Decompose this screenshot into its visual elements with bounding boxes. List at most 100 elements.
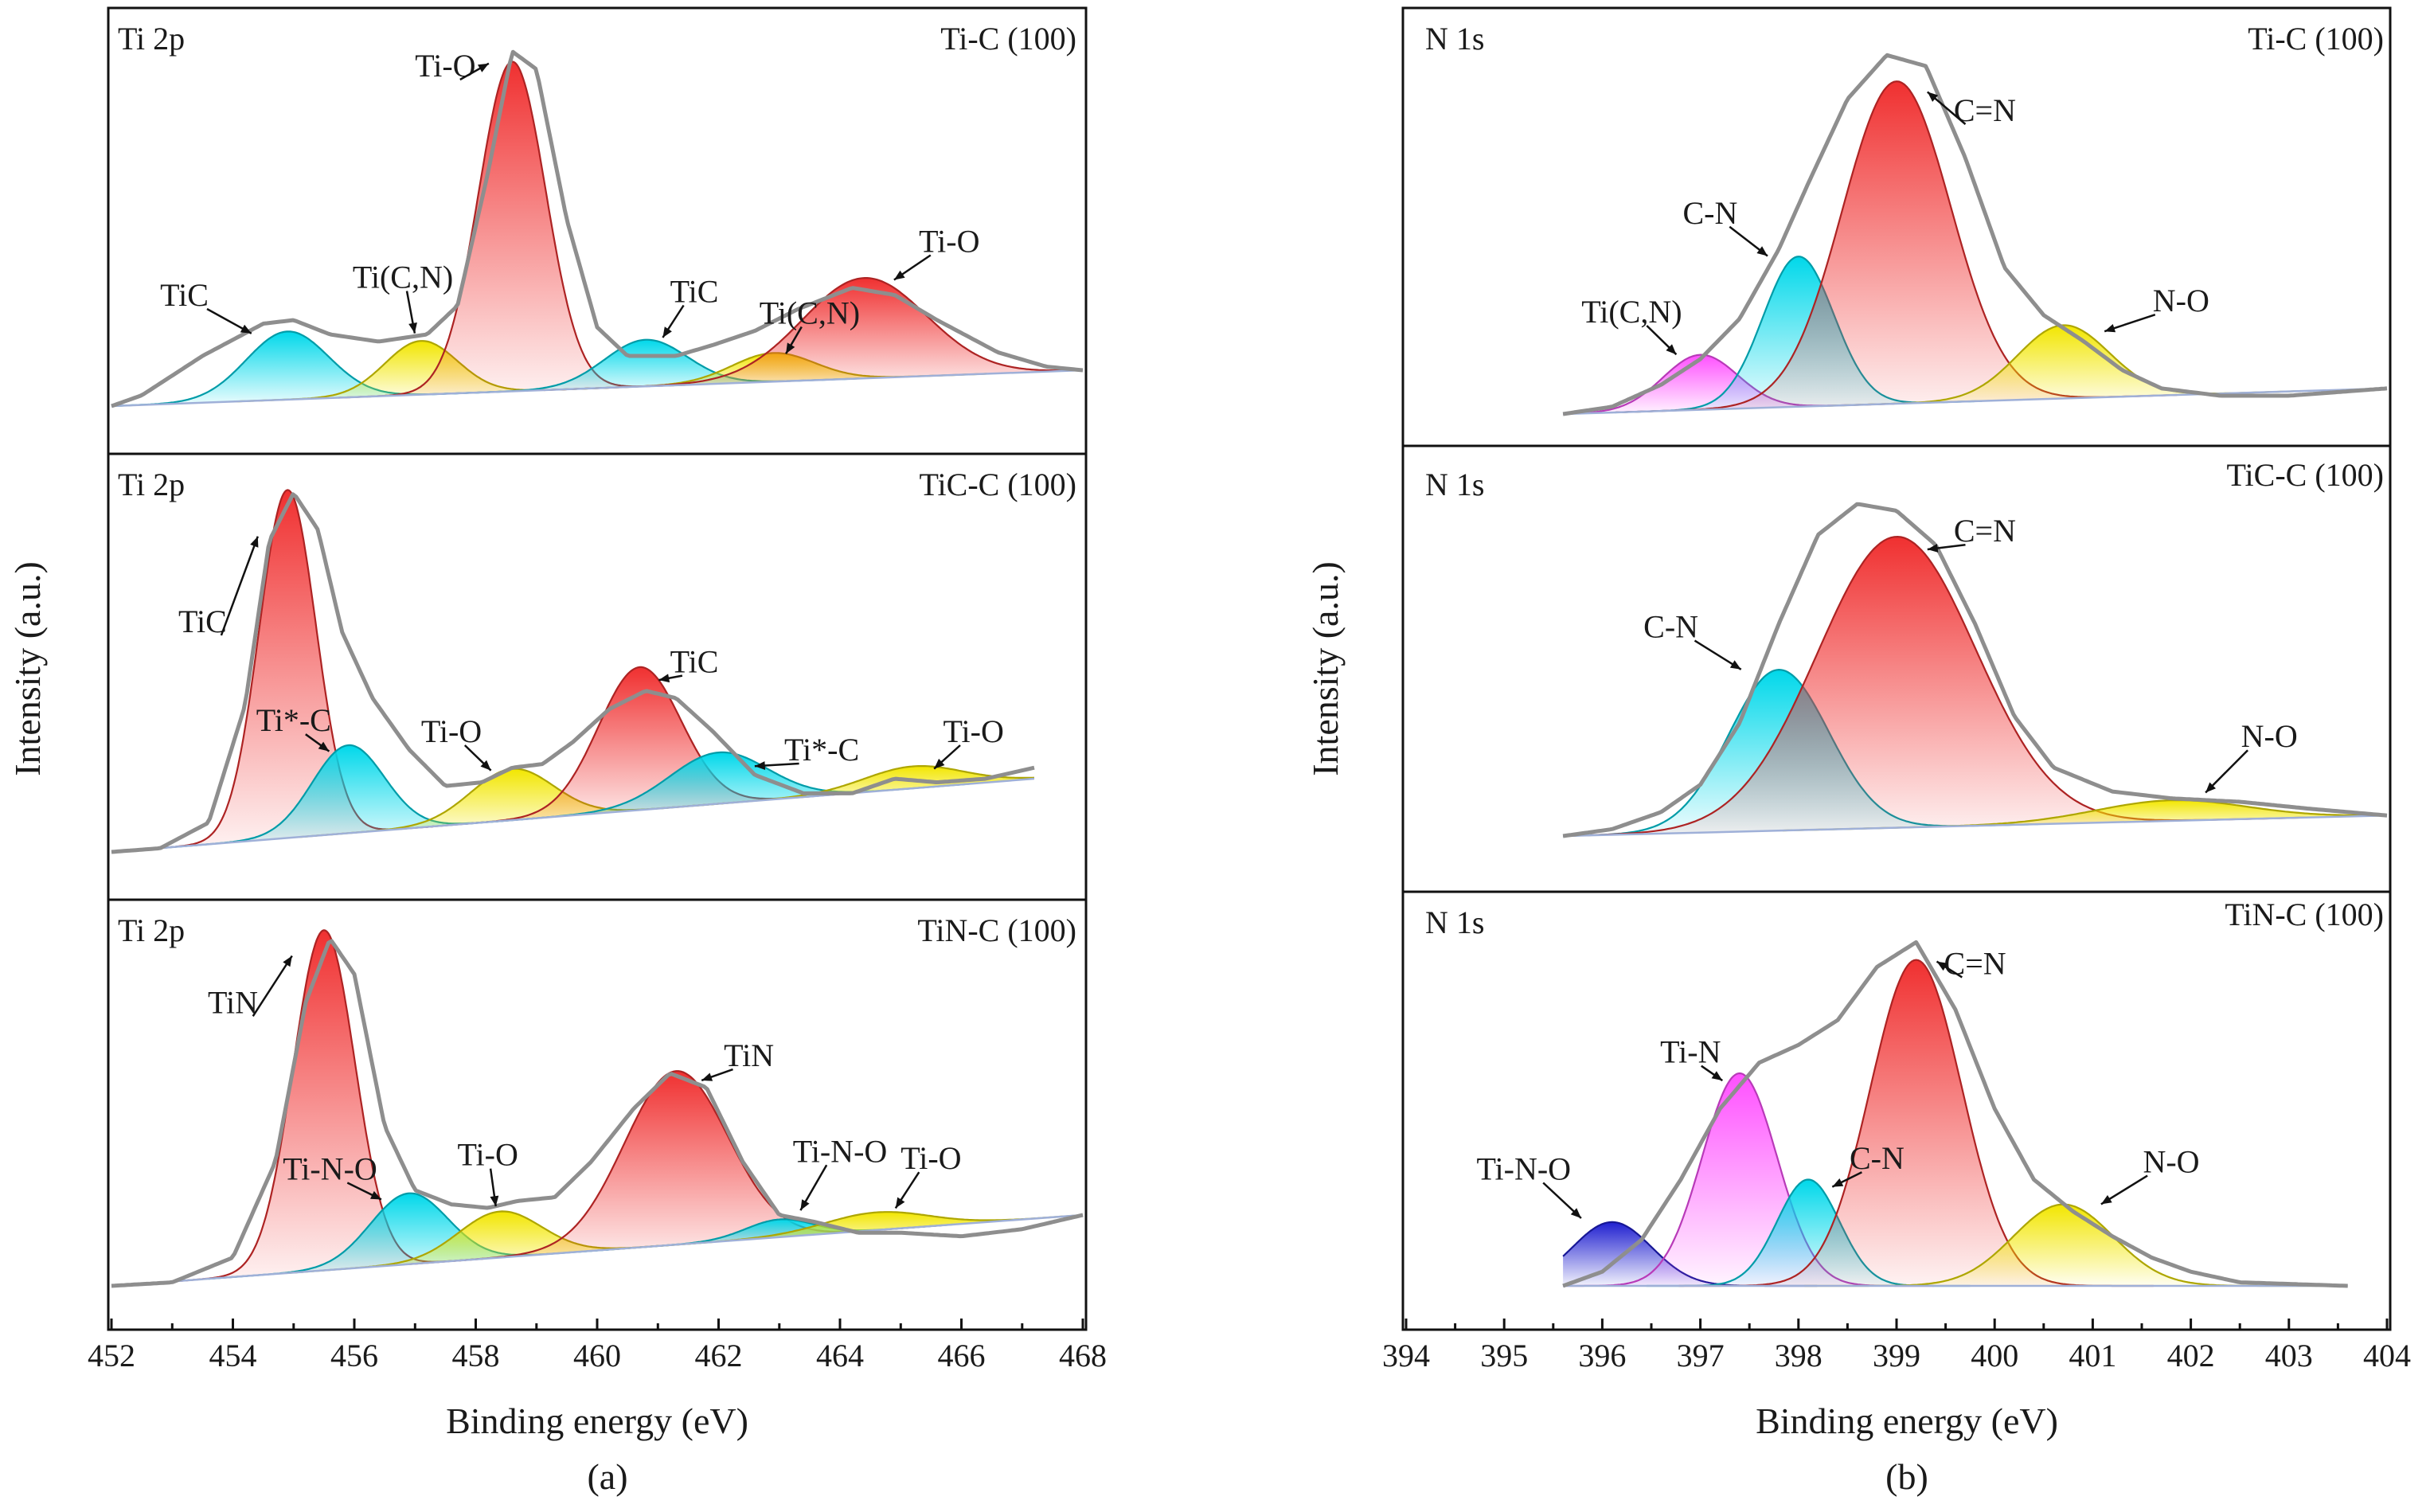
chart-a-panel-1-peak-2-fill (234, 341, 608, 402)
chart-a-panel-3-peak-2-arrowhead (370, 1190, 381, 1200)
chart-b-x-tick-label-404: 404 (2363, 1338, 2411, 1373)
chart-a-panel-1-peak-1-arrowhead (240, 324, 252, 334)
chart-a-panel-2-peak-5-fill (464, 752, 973, 824)
chart-a-panel-2-peak-2-label: Ti*-C (256, 702, 331, 738)
chart-b-panel-3-peak-3-fill (1646, 1179, 1971, 1286)
chart-a-x-tick-label-462: 462 (695, 1338, 743, 1373)
chart-b-panel-1-peak-labels: Ti(C,N)C-NC=NN-O (1581, 91, 2209, 356)
chart-b-x-tick-label-398: 398 (1775, 1338, 1822, 1373)
chart-a-panel-2-peak-2-arrowhead (318, 741, 330, 752)
chart-b-panel-3-peak-4-label: C=N (1944, 945, 2006, 981)
chart-b-panel-2-peak-2-arrowhead (1927, 544, 1939, 553)
chart-b-caption: (b) (1885, 1456, 1928, 1497)
chart-a-panel-3-sample-label: TiN-C (100) (917, 912, 1076, 948)
chart-b-panel-2-peak-3-label: N-O (2241, 718, 2298, 754)
chart-b-panel-2-peak-3-arrowhead (2205, 782, 2216, 793)
chart-b-x-tick-label-402: 402 (2167, 1338, 2215, 1373)
chart-a-panel-3-peak-3-arrowhead (490, 1195, 499, 1207)
chart-a-panel-2-peak-2-fill (161, 744, 536, 848)
chart-b-panel-3-envelope (1562, 940, 2348, 1288)
chart-a-panel-2-peak-6-arrowhead (934, 758, 945, 769)
chart-a-panel-2-envelope (111, 492, 1035, 854)
chart-b-panel-3-peak-4-fill (1678, 959, 2154, 1286)
chart-b-panel-1-peak-4-label: N-O (2153, 283, 2209, 318)
chart-a-panel-3-peak-5-arrowhead (800, 1199, 810, 1211)
chart-a-panel-3-peak-1-arrowhead (283, 955, 292, 967)
chart-b-x-tick-label-394: 394 (1382, 1338, 1430, 1373)
chart-b-y-axis-title: Intensity (a.u.) (1305, 561, 1346, 776)
chart-b-panel-1-baseline (1563, 387, 2388, 416)
chart-a-panel-2-peak-6-label: Ti-O (943, 713, 1004, 749)
chart-b-x-tick-label-395: 395 (1480, 1338, 1528, 1373)
chart-a-panel-3-peak-3-label: Ti-O (458, 1137, 518, 1173)
chart-b-panel-2-envelope (1562, 502, 2388, 838)
chart-a-panel-2-sample-label: TiC-C (100) (920, 467, 1076, 502)
chart-b-panel-2-plot (1562, 502, 2388, 838)
chart-b-panel-3-peak-2-label: Ti-N (1660, 1034, 1721, 1070)
chart-a-x-tick-label-456: 456 (330, 1338, 378, 1373)
chart-a-panel-2-peak-3-label: Ti-O (421, 713, 482, 749)
chart-a-panel-3-peak-3-fill (286, 1211, 714, 1273)
chart-b-panel-2: N 1s TiC-C (100) C-N C=N N-O (1401, 444, 2392, 893)
chart-a-x-axis: 452 454 456 458 460 462 464 466 468 (88, 1319, 1107, 1373)
chart-b-panel-2-peak-3-fill (1783, 800, 2387, 831)
chart-b-panel-3-peak-3-arrowhead (1832, 1178, 1844, 1187)
chart-b-panel-2-peak-labels: C-N C=N N-O (1643, 513, 2298, 794)
chart-a-panel-2-peak-1-fill (140, 490, 435, 850)
chart-a-panel-3-peak-5-label: Ti-N-O (793, 1133, 888, 1169)
chart-a-panel-2-peak-4-fill (426, 666, 854, 827)
chart-a-panel-1-peak-2-label: Ti(C,N) (353, 260, 453, 295)
chart-b-x-tick-label-397: 397 (1677, 1338, 1725, 1373)
chart-b-x-tick-label-403: 403 (2265, 1338, 2313, 1373)
chart-b-panel-2-peak-2-fill (1563, 537, 2307, 836)
chart-a-x-tick-label-454: 454 (209, 1338, 257, 1373)
chart-a-panel-2-peak-labels: TiC Ti*-C Ti-O TiC Ti*-C Ti-O (178, 536, 1004, 772)
chart-a-panel-3-peak-1-label: TiN (208, 984, 258, 1020)
chart-a-panel-2-peak-4-arrowhead (658, 674, 670, 683)
chart-b-panel-3-peak-2-arrowhead (1711, 1071, 1723, 1081)
chart-a-panel-1-region-label: Ti 2p (118, 21, 185, 57)
chart-a-panel-2-peak-5-arrowhead (754, 761, 766, 770)
chart-b-panel-1-peak-2-fill (1615, 256, 1983, 412)
chart-a: Ti 2p Ti-C (100) TiC Ti(C,N) Ti-O TiC Ti(C,N… (7, 6, 1107, 1497)
chart-b-panel-1-sample-label: Ti-C (100) (2248, 21, 2384, 57)
chart-b-panel-1-region-label: N 1s (1425, 21, 1484, 57)
chart-b: N 1s Ti-C (100) Ti(C,N) C-N C=N N-O N 1s Ti… (1305, 6, 2411, 1497)
chart-a-panel-3-peak-1-arrow (252, 955, 293, 1017)
chart-a-panel-2-peak-3-fill (298, 768, 726, 838)
chart-a-panel-3-peak-1-fill (163, 930, 485, 1283)
chart-a-y-axis-title: Intensity (a.u.) (7, 561, 48, 776)
chart-a-panel-1-peak-4-arrowhead (662, 326, 672, 338)
chart-b-panel-1-peak-1-label: Ti(C,N) (1581, 294, 1682, 330)
chart-a-x-tick-label-458: 458 (452, 1338, 500, 1373)
chart-b-panel-1-peak-1-arrowhead (1666, 344, 1677, 355)
chart-b-x-tick-label-400: 400 (1971, 1338, 2018, 1373)
chart-a-panel-2-peak-6-fill (658, 766, 1034, 809)
chart-a-panel-3-peak-4-fill (408, 1071, 943, 1264)
chart-a-panel-2-peak-1-label: TiC (178, 604, 227, 639)
chart-b-panel-2-peak-1-arrowhead (1729, 660, 1741, 670)
chart-b-panel-1-peak-2-arrowhead (1756, 246, 1768, 256)
chart-b-panel-3-peak-5-label: N-O (2143, 1144, 2199, 1180)
chart-b-panel-1-peak-4-fill (1826, 325, 2301, 406)
chart-b-x-tick-label-396: 396 (1578, 1338, 1626, 1373)
chart-b-panel-2-sample-label: TiC-C (100) (2227, 457, 2384, 493)
chart-a-panel-1-peak-5-arrowhead (786, 342, 795, 354)
chart-a-panel-3-plot (111, 929, 1084, 1288)
chart-a-x-tick-label-464: 464 (816, 1338, 864, 1373)
chart-b-panel-2-peak-1-label: C-N (1643, 609, 1698, 645)
chart-a-panel-3-peak-2-label: Ti-N-O (283, 1151, 377, 1187)
chart-b-panel-1-plot (1562, 53, 2388, 416)
chart-b-panel-3-peak-5-fill (1804, 1204, 2323, 1286)
chart-a-panel-3-peak-6-arrowhead (895, 1197, 905, 1209)
chart-a-caption: (a) (587, 1456, 627, 1497)
chart-a-panel-3: Ti 2p TiN-C (100) TiN Ti-N-O Ti-O TiN Ti-N-O… (107, 898, 1088, 1331)
chart-b-panel-1-peak-1-fill (1563, 354, 1895, 414)
chart-b-panel-1-peak-4-arrowhead (2104, 324, 2116, 333)
chart-a-panel-2-peak-3-arrowhead (480, 760, 491, 771)
chart-a-panel-1-peak-5-label: Ti(C,N) (760, 295, 860, 331)
chart-a-panel-2-peak-1-arrow (220, 536, 259, 636)
chart-b-panel-1-peak-3-fill (1615, 81, 2178, 412)
chart-b-panel-2-peak-2-label: C=N (1954, 513, 2016, 549)
